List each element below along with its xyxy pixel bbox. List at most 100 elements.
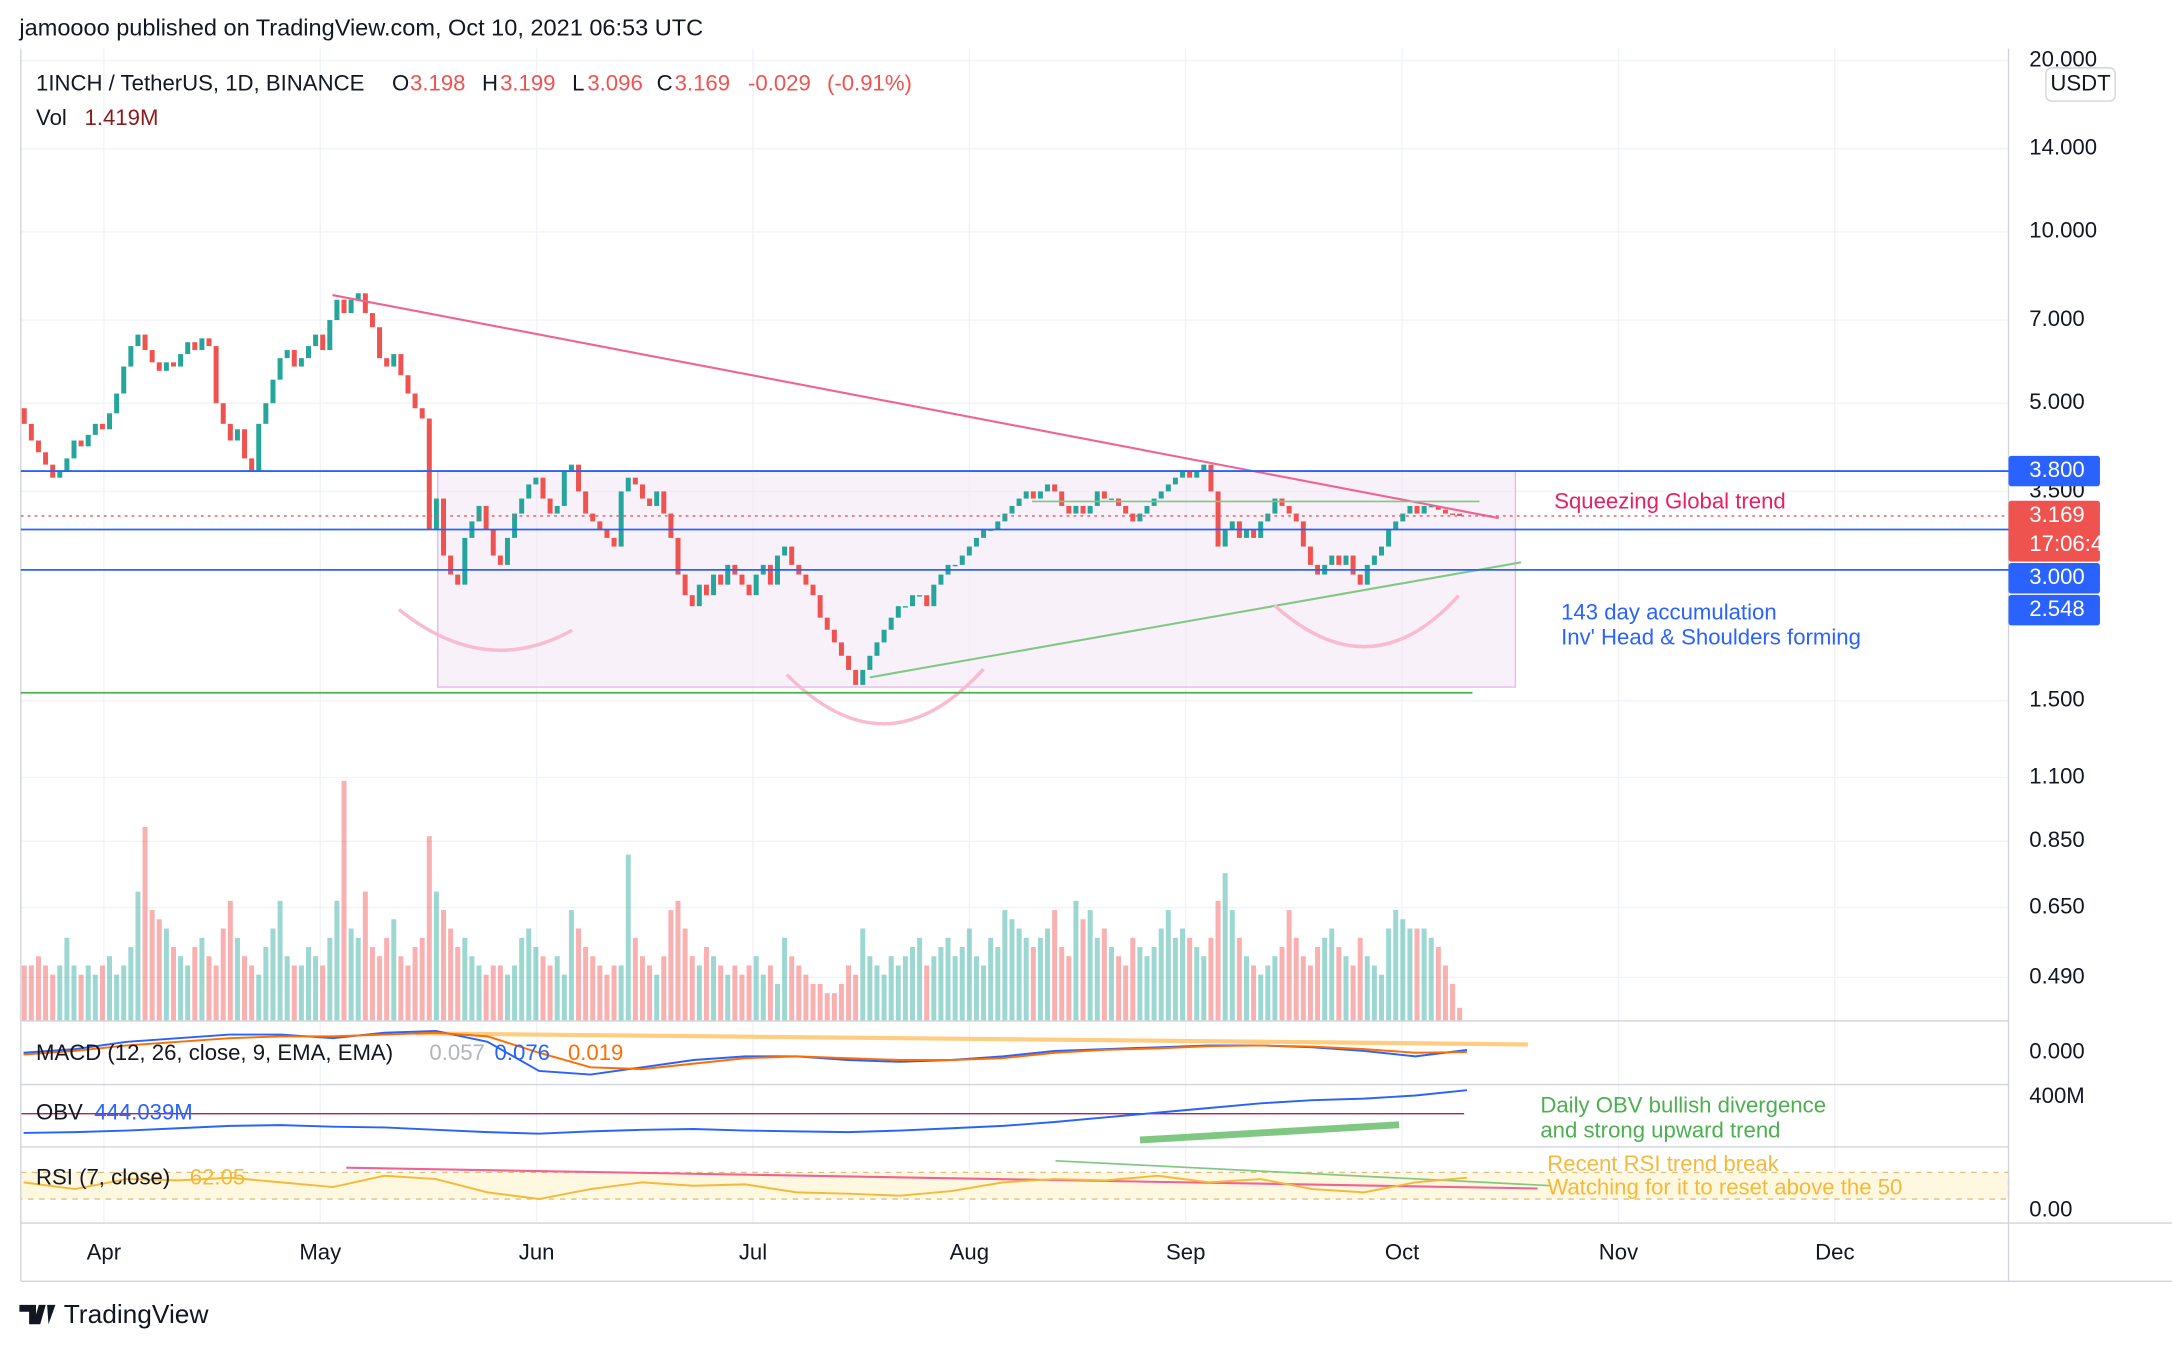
volume-bar <box>298 965 304 1021</box>
volume-bar <box>1343 956 1349 1021</box>
time-tick-label: Sep <box>1166 1239 1205 1264</box>
volume-bar <box>874 965 880 1021</box>
time-tick-label: Dec <box>1815 1239 1854 1264</box>
volume-bar <box>547 965 553 1021</box>
volume-bar <box>156 919 162 1021</box>
rsi-label: RSI (7, close) <box>36 1165 170 1190</box>
volume-bar <box>732 965 738 1021</box>
volume-bar <box>348 928 354 1021</box>
volume-bar <box>1251 965 1257 1021</box>
ohlc-letter: H <box>482 70 498 95</box>
volume-bar <box>1279 947 1285 1021</box>
candle <box>1123 505 1129 514</box>
volume-bar <box>1144 956 1150 1021</box>
candle <box>490 529 496 556</box>
price-tick-label: 0.850 <box>2029 827 2084 852</box>
price-tick-label: 10.000 <box>2029 218 2097 243</box>
volume-bar <box>1052 910 1058 1021</box>
left-shoulder <box>397 608 573 652</box>
volume-bar <box>611 965 617 1021</box>
down-trendline <box>332 294 1499 520</box>
candle <box>1023 491 1029 499</box>
annotation: Watching for it to reset above the 50 <box>1547 1174 1902 1199</box>
price-tick-label: 7.000 <box>2029 306 2084 331</box>
candle <box>114 393 120 414</box>
candle <box>85 434 91 447</box>
candle <box>242 429 248 459</box>
unit-box[interactable] <box>2045 67 2116 102</box>
volume-bar <box>377 956 383 1021</box>
price-label: 3.800 <box>2029 457 2084 482</box>
candle <box>220 403 226 424</box>
candle <box>128 346 134 367</box>
candle <box>1243 529 1249 538</box>
volume-bar <box>661 956 667 1021</box>
candle <box>682 574 688 596</box>
candle <box>1407 505 1413 514</box>
drawings <box>20 294 1552 1190</box>
volume-bar <box>817 983 823 1021</box>
candle <box>121 366 127 394</box>
volume-bar <box>291 965 297 1021</box>
volume-bar <box>995 947 1001 1021</box>
volume-bar <box>796 965 802 1021</box>
candle <box>270 379 276 404</box>
volume-bar <box>1236 937 1242 1021</box>
volume-bar <box>853 974 859 1021</box>
candle <box>249 458 255 472</box>
volume-bar <box>107 956 113 1021</box>
price-label: 3.000 <box>2029 564 2084 589</box>
candle <box>64 458 70 472</box>
volume-bar <box>64 937 70 1021</box>
candle <box>1442 509 1448 514</box>
volume-bar <box>1322 937 1328 1021</box>
volume-bar <box>149 910 155 1021</box>
rsi-line <box>23 1174 1468 1200</box>
candle <box>931 584 937 607</box>
candle <box>1357 574 1363 585</box>
volume-bar <box>234 937 240 1021</box>
candle <box>1251 529 1257 538</box>
volume-bar <box>1194 947 1200 1021</box>
volume-bar <box>1421 928 1427 1021</box>
up-trendline <box>869 561 1522 679</box>
volume-bar <box>703 947 709 1021</box>
candle <box>448 555 454 575</box>
volume-bar <box>1137 947 1143 1021</box>
volume-bar <box>512 965 518 1021</box>
volume-bar <box>590 956 596 1021</box>
volume-bar <box>1037 937 1043 1021</box>
volume-bar <box>959 947 965 1021</box>
candle <box>149 350 155 363</box>
volume-bar <box>1407 928 1413 1021</box>
volume-bar <box>931 956 937 1021</box>
candle <box>874 642 880 656</box>
volume-bar <box>398 956 404 1021</box>
annotation: 143 day accumulation <box>1561 599 1777 624</box>
volume-bar <box>334 900 340 1021</box>
volume-bar <box>469 956 475 1021</box>
candle <box>647 498 653 506</box>
candle <box>398 354 404 376</box>
candle <box>156 362 162 371</box>
volume-bar <box>945 937 951 1021</box>
time-tick-label: Oct <box>1385 1239 1419 1264</box>
volume-bar <box>1393 910 1399 1021</box>
volume-bar <box>1172 937 1178 1021</box>
volume-bar <box>1180 928 1186 1021</box>
volume-bar <box>1059 947 1065 1021</box>
candle <box>995 521 1001 530</box>
volume-bar <box>1272 956 1278 1021</box>
candle <box>1101 491 1107 499</box>
volume-bar <box>981 965 987 1021</box>
candle <box>831 629 837 643</box>
volume-bar <box>306 947 311 1021</box>
candle <box>860 669 866 685</box>
candle <box>540 477 546 499</box>
volume-bar <box>1243 956 1249 1021</box>
candle <box>959 555 965 565</box>
quote-unit[interactable]: USDT <box>2050 70 2111 95</box>
signal-line <box>23 1031 1467 1071</box>
volume-bar <box>831 993 837 1021</box>
